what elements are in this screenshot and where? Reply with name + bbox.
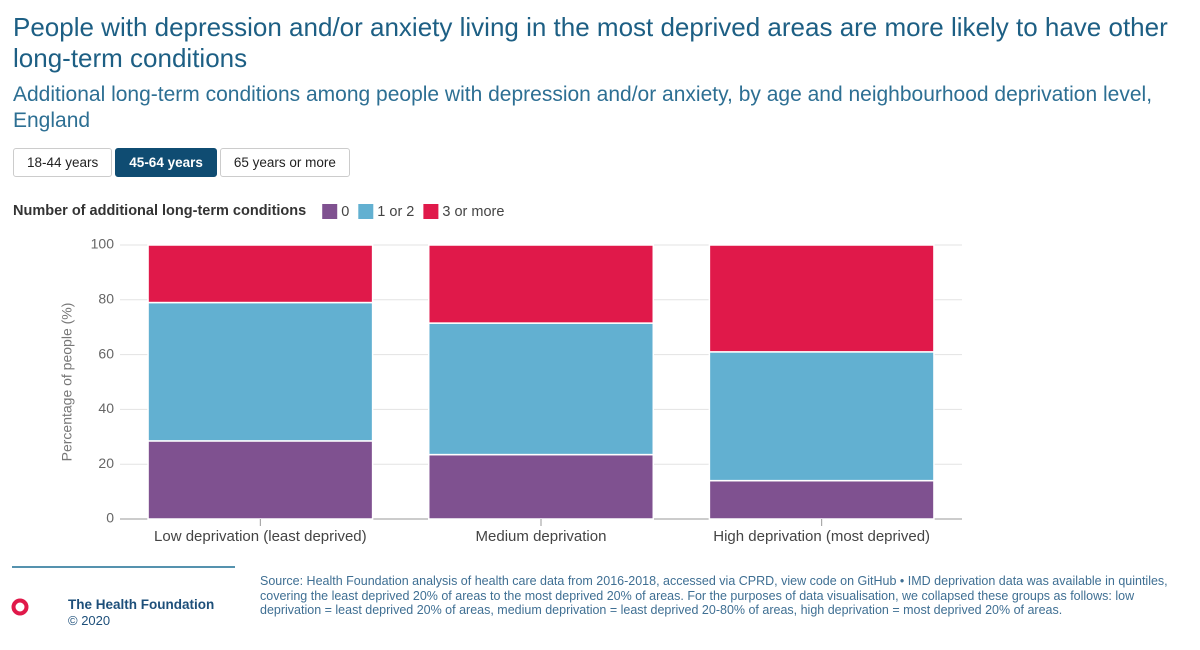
legend-swatch bbox=[423, 204, 439, 219]
bar-segment bbox=[427, 322, 655, 456]
x-tick-label: High deprivation (most deprived) bbox=[713, 528, 930, 545]
legend-label: 0 bbox=[341, 204, 349, 220]
age-button[interactable]: 18-44 years bbox=[13, 148, 113, 177]
y-tick-label: 20 bbox=[98, 455, 114, 471]
age-buttons: 18-44 years 45-64 years 65 years or more bbox=[13, 148, 350, 177]
y-tick-label: 0 bbox=[106, 510, 114, 526]
y-tick-label: 60 bbox=[98, 345, 114, 361]
y-tick-label: 40 bbox=[98, 400, 114, 416]
bar-segment bbox=[147, 301, 374, 442]
bar-segment bbox=[708, 244, 935, 353]
legend-swatch bbox=[322, 204, 338, 219]
bar-segment bbox=[708, 351, 935, 482]
source-note: Source: Health Foundation analysis of he… bbox=[260, 574, 1168, 617]
y-tick-label: 100 bbox=[91, 236, 115, 252]
y-axis-label: Percentage of people (%) bbox=[59, 303, 75, 462]
legend-label: 3 or more bbox=[442, 204, 504, 220]
title: People with depression and/or anxiety li… bbox=[13, 12, 1168, 73]
x-tick-label: Low deprivation (least deprived) bbox=[154, 528, 367, 545]
legend-label: 1 or 2 bbox=[377, 204, 414, 220]
bar-segment bbox=[427, 244, 655, 324]
copyright: © 2020 bbox=[68, 613, 111, 628]
bar-segment bbox=[147, 440, 374, 520]
age-button[interactable]: 65 years or more bbox=[219, 148, 350, 177]
bar-segment bbox=[427, 453, 655, 520]
organisation: The Health Foundation bbox=[68, 597, 215, 612]
bar-segment bbox=[147, 244, 374, 304]
logo bbox=[11, 598, 29, 616]
subtitle: Additional long-term conditions among pe… bbox=[13, 83, 1153, 132]
legend-swatch bbox=[358, 204, 374, 219]
y-tick-label: 80 bbox=[98, 291, 114, 307]
bar-segment bbox=[708, 479, 935, 520]
legend-title: Number of additional long-term condition… bbox=[13, 203, 306, 219]
x-tick-label: Medium deprivation bbox=[476, 528, 607, 545]
age-button[interactable]: 45-64 years bbox=[115, 148, 217, 177]
